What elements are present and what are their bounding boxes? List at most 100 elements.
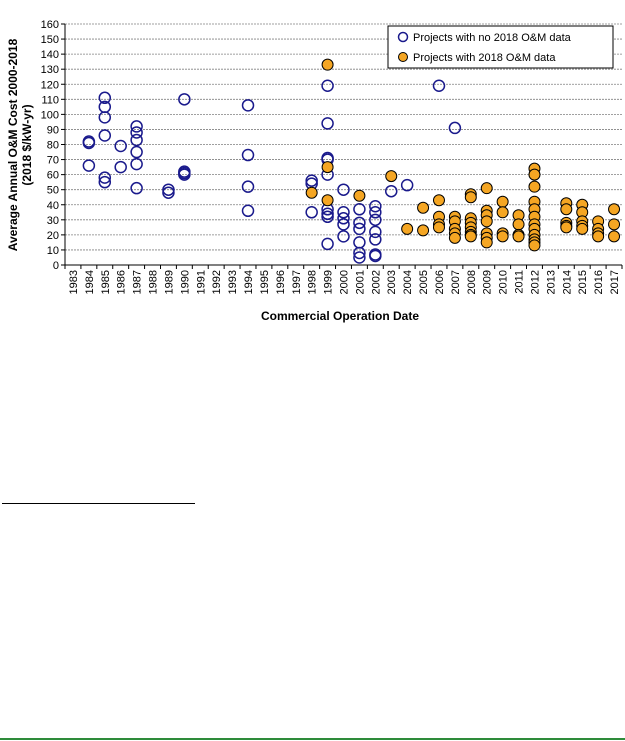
data-point-no-2018 [178, 168, 191, 181]
data-point-with-2018 [321, 194, 334, 207]
page-bottom-rule [0, 738, 625, 740]
x-tick-label: 2015 [577, 270, 589, 294]
data-point-no-2018 [162, 186, 175, 199]
data-point-no-2018 [369, 233, 382, 246]
data-point-with-2018 [401, 222, 414, 235]
data-point-no-2018 [82, 159, 96, 172]
x-tick-label: 1993 [227, 270, 239, 294]
data-point-no-2018 [98, 175, 112, 189]
data-point-no-2018 [353, 236, 366, 249]
data-point-no-2018 [241, 148, 255, 162]
data-point-no-2018 [321, 207, 334, 221]
data-point-no-2018 [98, 111, 112, 124]
data-point-no-2018 [130, 126, 143, 139]
y-axis-title-line-1: Average Annual O&M Cost 2000-2018 [6, 38, 20, 251]
data-point-no-2018 [82, 136, 96, 150]
data-point-no-2018 [162, 183, 175, 196]
data-point-with-2018 [528, 239, 541, 252]
data-point-no-2018 [130, 145, 143, 159]
data-point-with-2018 [608, 230, 621, 243]
x-tick-label: 1989 [163, 270, 175, 294]
x-tick-label: 1984 [84, 270, 96, 294]
x-tick-label: 1996 [275, 270, 287, 294]
data-point-no-2018 [130, 133, 143, 147]
x-tick-label: 2003 [386, 270, 398, 294]
data-point-no-2018 [353, 203, 366, 216]
data-point-no-2018 [130, 181, 143, 195]
data-point-with-2018 [576, 222, 589, 235]
legend-marker-with-2018 [398, 52, 408, 62]
data-point-no-2018 [321, 117, 334, 130]
data-point-with-2018 [385, 170, 398, 183]
data-point-no-2018 [337, 206, 350, 219]
x-tick-label: 2009 [482, 270, 494, 294]
data-point-with-2018 [592, 230, 605, 243]
x-tick-label: 2010 [498, 270, 510, 294]
x-tick-label: 2002 [370, 270, 382, 294]
data-point-no-2018 [241, 99, 255, 112]
footnote-separator [2, 503, 195, 504]
y-tick-label: 50 [47, 185, 59, 197]
data-point-no-2018 [369, 206, 382, 219]
x-tick-label: 2008 [466, 270, 478, 294]
x-tick-label: 2000 [339, 270, 351, 294]
data-point-no-2018 [114, 160, 127, 174]
data-point-with-2018 [560, 221, 573, 234]
data-point-no-2018 [353, 251, 366, 264]
data-point-with-2018 [608, 203, 621, 216]
y-tick-label: 100 [41, 109, 59, 121]
data-point-with-2018 [353, 189, 366, 202]
data-point-no-2018 [369, 225, 382, 239]
data-point-no-2018 [321, 237, 334, 251]
x-tick-label: 1994 [243, 270, 255, 294]
data-point-with-2018 [432, 221, 445, 234]
x-tick-label: 2004 [402, 270, 414, 294]
y-tick-label: 110 [41, 94, 59, 106]
x-tick-label: 1992 [211, 270, 223, 294]
data-point-no-2018 [337, 183, 350, 196]
data-point-with-2018 [321, 58, 334, 71]
data-point-with-2018 [528, 180, 541, 193]
x-tick-label: 1985 [100, 270, 112, 294]
y-tick-label: 150 [41, 34, 59, 46]
x-tick-label: 2013 [545, 270, 557, 294]
x-tick-label: 2006 [434, 270, 446, 294]
data-point-no-2018 [384, 184, 398, 198]
x-tick-label: 1995 [259, 270, 271, 294]
data-point-no-2018 [353, 246, 366, 260]
data-point-with-2018 [512, 218, 525, 231]
x-tick-label: 1999 [323, 270, 335, 294]
data-point-with-2018 [321, 161, 334, 174]
data-point-with-2018 [432, 194, 445, 207]
axes [61, 23, 623, 269]
x-tick-label: 1991 [195, 270, 207, 294]
x-tick-label: 1998 [307, 270, 319, 294]
legend-marker-no-2018 [397, 31, 409, 43]
data-point-no-2018 [321, 210, 334, 224]
y-tick-label: 140 [41, 49, 59, 61]
data-point-with-2018 [496, 206, 509, 219]
data-point-with-2018 [496, 230, 509, 243]
data-point-with-2018 [496, 195, 509, 208]
y-tick-label: 10 [47, 245, 59, 257]
y-tick-label: 120 [41, 79, 59, 91]
data-point-with-2018 [512, 230, 525, 243]
x-tick-label: 1997 [291, 270, 303, 294]
data-point-with-2018 [480, 182, 493, 195]
data-point-with-2018 [464, 191, 477, 204]
x-tick-label: 1987 [132, 270, 144, 294]
x-tick-label: 2014 [561, 270, 573, 294]
y-axis-title-line-2: (2018 $/kW-yr) [20, 104, 34, 185]
y-tick-label: 60 [47, 170, 59, 182]
data-point-no-2018 [114, 139, 127, 153]
data-point-with-2018 [560, 203, 573, 216]
x-tick-label: 2001 [354, 270, 366, 294]
y-tick-label: 0 [53, 260, 59, 272]
legend: Projects with no 2018 O&M data Projects … [387, 25, 614, 69]
data-point-no-2018 [98, 171, 112, 184]
legend-box [387, 25, 614, 69]
data-point-no-2018 [305, 206, 318, 219]
data-point-no-2018 [305, 174, 318, 187]
y-tick-label: 90 [47, 124, 59, 136]
data-point-with-2018 [417, 224, 430, 237]
